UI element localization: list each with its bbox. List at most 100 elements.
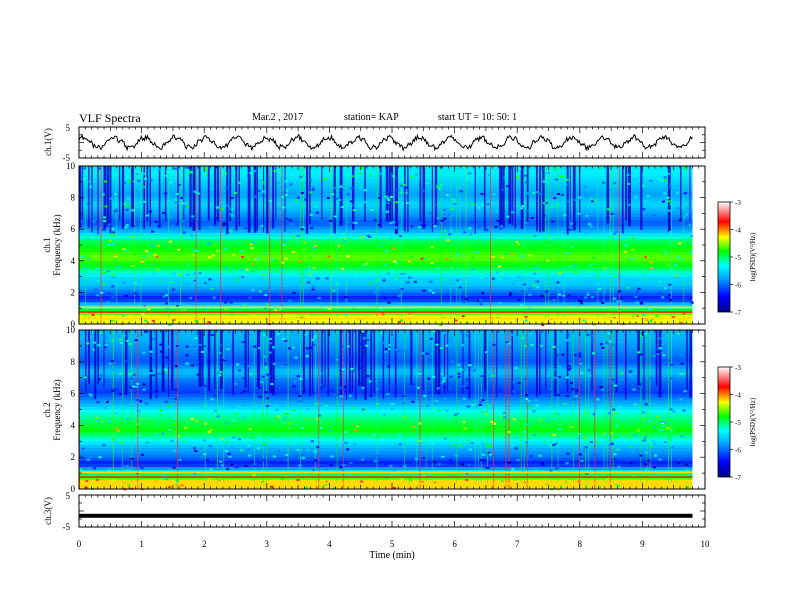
spectrogram-cell bbox=[95, 238, 99, 241]
spectrogram-cell bbox=[185, 205, 189, 208]
spectrogram-cell bbox=[341, 233, 345, 235]
spectrogram-cell bbox=[224, 307, 228, 310]
spectrogram-cell bbox=[544, 461, 548, 464]
spectrogram-streak bbox=[217, 166, 220, 222]
spectrogram-cell bbox=[471, 203, 475, 206]
spectrogram-streak bbox=[373, 330, 375, 393]
spectrogram-streak bbox=[137, 330, 139, 489]
spectrogram-cell bbox=[556, 377, 560, 380]
spectrogram-streak bbox=[121, 330, 123, 485]
spectrogram-cell bbox=[652, 354, 656, 357]
spectrogram-cell bbox=[89, 394, 93, 397]
spectrogram-cell bbox=[352, 209, 356, 212]
spectrogram-cell bbox=[500, 225, 504, 228]
spectrogram-cell bbox=[440, 373, 444, 376]
spectrogram-cell bbox=[102, 282, 106, 285]
spectrogram-cell bbox=[196, 250, 200, 252]
spectrogram-cell bbox=[296, 449, 300, 451]
spectrogram-cell bbox=[183, 309, 187, 311]
spectrogram-cell bbox=[282, 244, 286, 247]
spectrogram-cell bbox=[235, 278, 239, 281]
spectrogram-cell bbox=[453, 202, 457, 205]
spectrogram-streak bbox=[287, 330, 289, 485]
spectrogram-cell bbox=[168, 486, 172, 489]
spectrogram-band bbox=[79, 222, 693, 227]
spectrogram-cell bbox=[126, 468, 130, 471]
spectrogram-cell bbox=[357, 245, 361, 248]
spectrogram-cell bbox=[104, 344, 108, 347]
spectrogram-cell bbox=[559, 484, 563, 487]
spectrogram-cell bbox=[307, 420, 311, 423]
spectrogram-cell bbox=[223, 301, 227, 304]
spectrogram-cell bbox=[396, 188, 399, 191]
spectrogram-cell bbox=[577, 212, 581, 215]
spectrogram-cell bbox=[417, 226, 421, 229]
spectrogram-cell bbox=[286, 314, 290, 317]
spectrogram-cell bbox=[122, 466, 126, 469]
spectrogram-cell bbox=[429, 212, 433, 215]
spectrogram-cell bbox=[614, 275, 618, 278]
spectrogram-cell bbox=[355, 425, 359, 428]
spectrogram-cell bbox=[325, 277, 329, 280]
spectrogram-cell bbox=[249, 460, 253, 463]
spectrogram-cell bbox=[253, 258, 257, 260]
spectrogram-streak bbox=[566, 330, 569, 392]
spectrogram-cell bbox=[257, 257, 260, 260]
spectrogram-cell bbox=[273, 170, 277, 172]
spectrogram-cell bbox=[258, 290, 262, 293]
spectrogram-cell bbox=[203, 308, 207, 311]
spectrogram-streak bbox=[198, 330, 202, 387]
spectrogram-cell bbox=[86, 458, 90, 461]
spectrogram-streak bbox=[275, 166, 277, 221]
spectrogram-streak bbox=[603, 330, 605, 485]
spectrogram-cell bbox=[462, 254, 465, 257]
spectrogram-cell bbox=[103, 346, 107, 349]
spectrogram-cell bbox=[541, 167, 545, 170]
spectrogram-cell bbox=[172, 466, 176, 469]
spectrogram-cell bbox=[629, 446, 633, 449]
frequency-tick-label: 4 bbox=[71, 420, 76, 430]
spectrogram-cell bbox=[109, 197, 113, 200]
spectrogram-cell bbox=[469, 194, 473, 197]
spectrogram-cell bbox=[633, 403, 637, 406]
spectrogram-cell bbox=[181, 274, 185, 277]
ch2-colorbar-ticks: -3-4-5-6-7 bbox=[730, 364, 741, 482]
spectrogram-cell bbox=[653, 466, 656, 469]
spectrogram-cell bbox=[505, 344, 509, 347]
spectrogram-streak bbox=[612, 330, 614, 485]
spectrogram-streak bbox=[490, 166, 491, 324]
spectrogram-cell bbox=[649, 320, 653, 323]
spectrogram-cell bbox=[532, 283, 536, 286]
spectrogram-cell bbox=[434, 330, 438, 333]
spectrogram-cell bbox=[86, 237, 90, 240]
spectrogram-cell bbox=[130, 377, 133, 380]
spectrogram-cell bbox=[327, 177, 331, 180]
spectrogram-cell bbox=[400, 288, 404, 291]
spectrogram-cell bbox=[156, 244, 160, 247]
spectrogram-cell bbox=[626, 286, 630, 289]
spectrogram-streak bbox=[149, 166, 151, 227]
spectrogram-cell bbox=[606, 443, 610, 446]
spectrogram-cell bbox=[391, 402, 395, 405]
spectrogram-cell bbox=[164, 400, 168, 403]
spectrogram-cell bbox=[392, 487, 396, 489]
spectrogram-streak bbox=[643, 330, 645, 400]
spectrogram-cell bbox=[487, 452, 491, 455]
spectrogram-cell bbox=[484, 420, 488, 423]
spectrogram-cell bbox=[132, 253, 136, 256]
spectrogram-cell bbox=[230, 445, 234, 448]
spectrogram-cell bbox=[614, 436, 617, 438]
spectrogram-cell bbox=[383, 413, 386, 416]
spectrogram-cell bbox=[261, 379, 265, 382]
spectrogram-cell bbox=[357, 475, 361, 477]
spectrogram-cell bbox=[122, 248, 126, 251]
spectrogram-cell bbox=[514, 367, 518, 370]
spectrogram-cell bbox=[300, 228, 304, 231]
spectrogram-cell bbox=[174, 365, 178, 368]
spectrogram-cell bbox=[277, 450, 281, 452]
spectrogram-cell bbox=[588, 223, 591, 226]
ch1-spectrogram-channel-label: ch.1 bbox=[42, 237, 52, 252]
spectrogram-cell bbox=[669, 429, 673, 432]
spectrogram-cell bbox=[252, 474, 256, 477]
spectrogram-cell bbox=[472, 486, 476, 489]
